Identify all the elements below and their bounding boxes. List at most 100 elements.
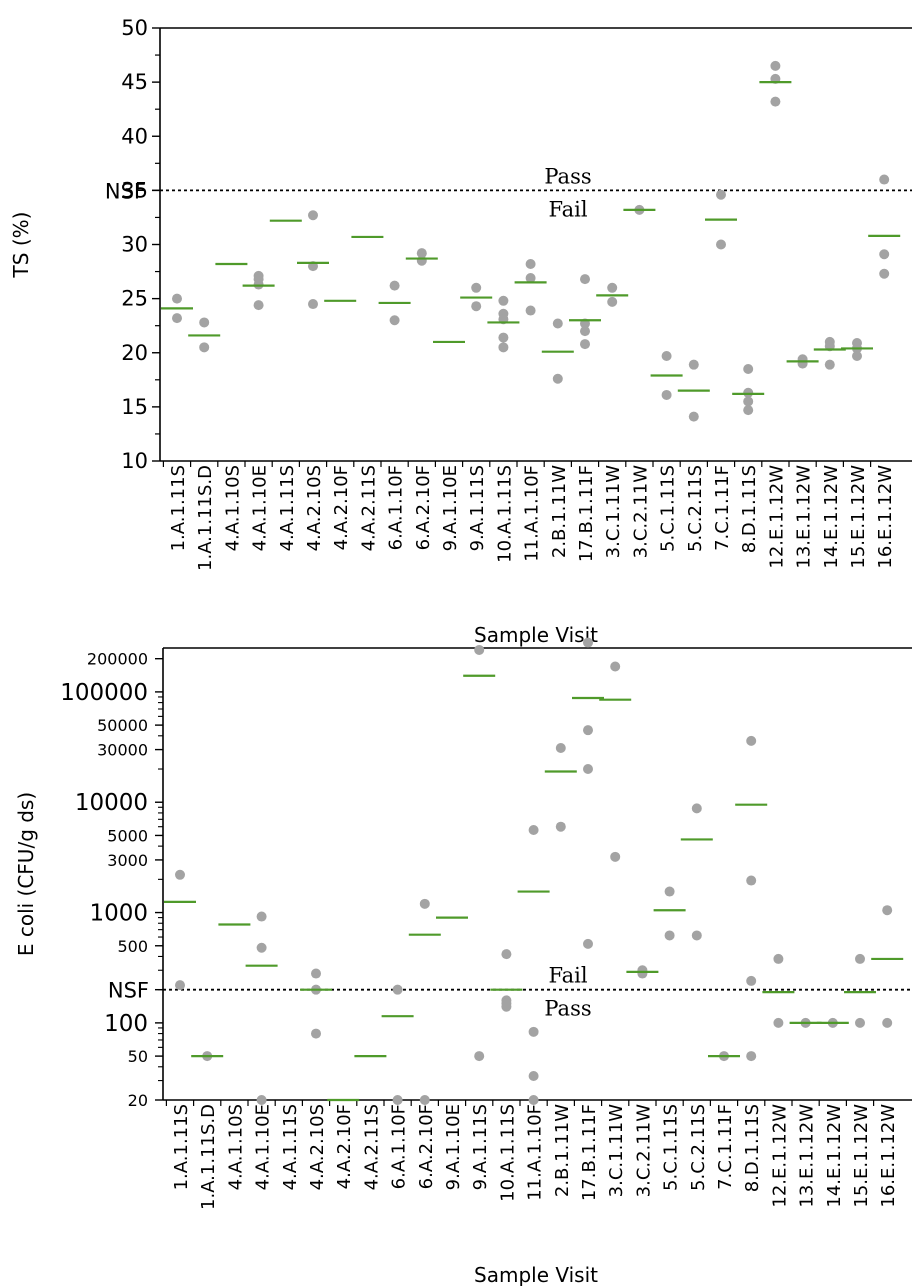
data-point bbox=[688, 411, 699, 422]
x-tick-label: 6.A.1.10F bbox=[386, 465, 407, 550]
data-point bbox=[498, 295, 509, 306]
x-tick-label: 9.A.1.11S bbox=[470, 1104, 491, 1190]
x-tick-label: 7.C.1.11F bbox=[712, 465, 733, 551]
data-point bbox=[580, 274, 590, 285]
x-tick-label: 4.A.2.11S bbox=[358, 465, 379, 551]
data-point bbox=[256, 942, 267, 953]
x-tick-label: 1.A.1.11S.D bbox=[195, 465, 216, 571]
data-point bbox=[256, 911, 267, 922]
data-point bbox=[691, 930, 702, 941]
data-point bbox=[664, 930, 675, 941]
data-point bbox=[528, 1071, 539, 1082]
x-tick-label: 11.A.1.10F bbox=[525, 1104, 546, 1201]
data-point bbox=[770, 96, 781, 107]
y-tick-label: 10 bbox=[121, 449, 148, 473]
x-tick-label: 1.A.1.11S.D bbox=[198, 1104, 219, 1210]
data-point bbox=[419, 898, 430, 909]
y-tick-label: 5000 bbox=[107, 826, 148, 845]
data-point bbox=[416, 248, 427, 259]
data-point bbox=[528, 1095, 539, 1105]
x-tick-label: 5.C.1.11S bbox=[661, 1104, 682, 1191]
data-point bbox=[172, 313, 182, 324]
x-tick-label: 9.A.1.10E bbox=[440, 465, 461, 551]
x-tick-label: 11.A.1.10F bbox=[522, 465, 543, 562]
y-tick-label: 30000 bbox=[97, 741, 148, 760]
x-tick-label: 9.A.1.10E bbox=[443, 1104, 464, 1190]
x-tick-label: 4.A.2.11S bbox=[361, 1104, 382, 1190]
x-tick-label: 17.B.1.11F bbox=[579, 1104, 600, 1201]
data-point bbox=[743, 405, 754, 416]
x-tick-label: 4.A.2.10F bbox=[331, 465, 352, 550]
y-tick-label: 25 bbox=[121, 287, 148, 311]
data-point bbox=[882, 905, 893, 916]
y-tick-label: 10000 bbox=[75, 790, 148, 816]
x-tick-label: 15.E.1.12W bbox=[848, 465, 869, 569]
data-point bbox=[637, 968, 648, 979]
data-point bbox=[743, 363, 754, 374]
x-tick-label: 3.C.2.11W bbox=[633, 1104, 654, 1198]
y-tick-label: 20 bbox=[128, 1091, 148, 1110]
data-point bbox=[580, 339, 590, 350]
data-point bbox=[552, 373, 563, 384]
x-tick-label: 13.E.1.12W bbox=[797, 1104, 818, 1208]
x-tick-label: 4.A.1.10S bbox=[225, 1104, 246, 1190]
data-point bbox=[746, 875, 757, 886]
threshold-label: NSF bbox=[105, 179, 146, 203]
y-tick-label: 50000 bbox=[97, 716, 148, 735]
data-point bbox=[501, 949, 512, 960]
data-point bbox=[525, 258, 536, 269]
y-tick-label: 100000 bbox=[60, 680, 148, 706]
x-tick-label: 12.E.1.12W bbox=[769, 1104, 790, 1208]
x-tick-label: 7.C.1.11F bbox=[715, 1104, 736, 1190]
x-axis-title: Sample Visit bbox=[474, 1263, 598, 1286]
x-tick-label: 4.A.2.10F bbox=[334, 1104, 355, 1189]
data-point bbox=[855, 1017, 865, 1028]
threshold-above-label: Pass bbox=[544, 164, 591, 188]
data-point bbox=[175, 869, 185, 880]
data-point bbox=[501, 1001, 512, 1012]
x-tick-label: 5.C.2.11S bbox=[688, 1104, 709, 1191]
data-point bbox=[498, 342, 509, 353]
y-tick-label: 15 bbox=[121, 395, 148, 419]
data-point bbox=[528, 825, 539, 836]
y-tick-label: 500 bbox=[117, 937, 148, 956]
data-point bbox=[746, 975, 757, 986]
data-point bbox=[525, 305, 536, 316]
x-tick-label: 12.E.1.12W bbox=[766, 465, 787, 569]
y-tick-label: 30 bbox=[121, 233, 148, 257]
data-point bbox=[256, 1095, 267, 1105]
x-tick-label: 2.B.1.11W bbox=[552, 1104, 573, 1197]
y-tick-label: 50 bbox=[128, 1047, 148, 1066]
x-tick-label: 14.E.1.12W bbox=[824, 1104, 845, 1208]
x-tick-label: 8.D.1.11S bbox=[742, 1104, 763, 1192]
x-tick-label: 14.E.1.12W bbox=[821, 465, 842, 569]
data-point bbox=[311, 1028, 321, 1039]
x-tick-label: 1.A.1.11S bbox=[168, 465, 189, 551]
data-point bbox=[471, 282, 482, 293]
data-point bbox=[528, 1026, 539, 1037]
x-tick-label: 4.A.1.10E bbox=[250, 465, 271, 551]
data-point bbox=[797, 358, 808, 369]
x-tick-label: 5.C.2.11S bbox=[685, 465, 706, 552]
data-point bbox=[416, 255, 427, 266]
x-tick-label: 4.A.2.10S bbox=[304, 465, 325, 551]
data-point bbox=[882, 1017, 893, 1028]
data-point bbox=[879, 174, 890, 185]
data-point bbox=[253, 300, 264, 311]
data-point bbox=[773, 1017, 784, 1028]
data-point bbox=[879, 249, 890, 260]
threshold-below-label: Pass bbox=[544, 997, 591, 1021]
x-tick-label: 5.C.1.11S bbox=[658, 465, 679, 552]
data-point bbox=[392, 984, 403, 995]
y-tick-label: 1000 bbox=[89, 901, 148, 927]
y-tick-label: 35 bbox=[121, 178, 148, 202]
x-tick-label: 9.A.1.11S bbox=[467, 465, 488, 551]
data-point bbox=[879, 268, 890, 279]
data-point bbox=[607, 296, 618, 307]
chart-ts: 10 15 20 25 30 35 40 45 50 NSF Pass Fail 1.A.1.11S 1.… bbox=[9, 16, 912, 647]
data-point bbox=[583, 725, 593, 736]
y-tick-label: 20 bbox=[121, 341, 148, 365]
x-tick-label: 6.A.2.10F bbox=[413, 465, 434, 550]
data-point bbox=[471, 301, 482, 312]
data-point bbox=[746, 735, 757, 746]
